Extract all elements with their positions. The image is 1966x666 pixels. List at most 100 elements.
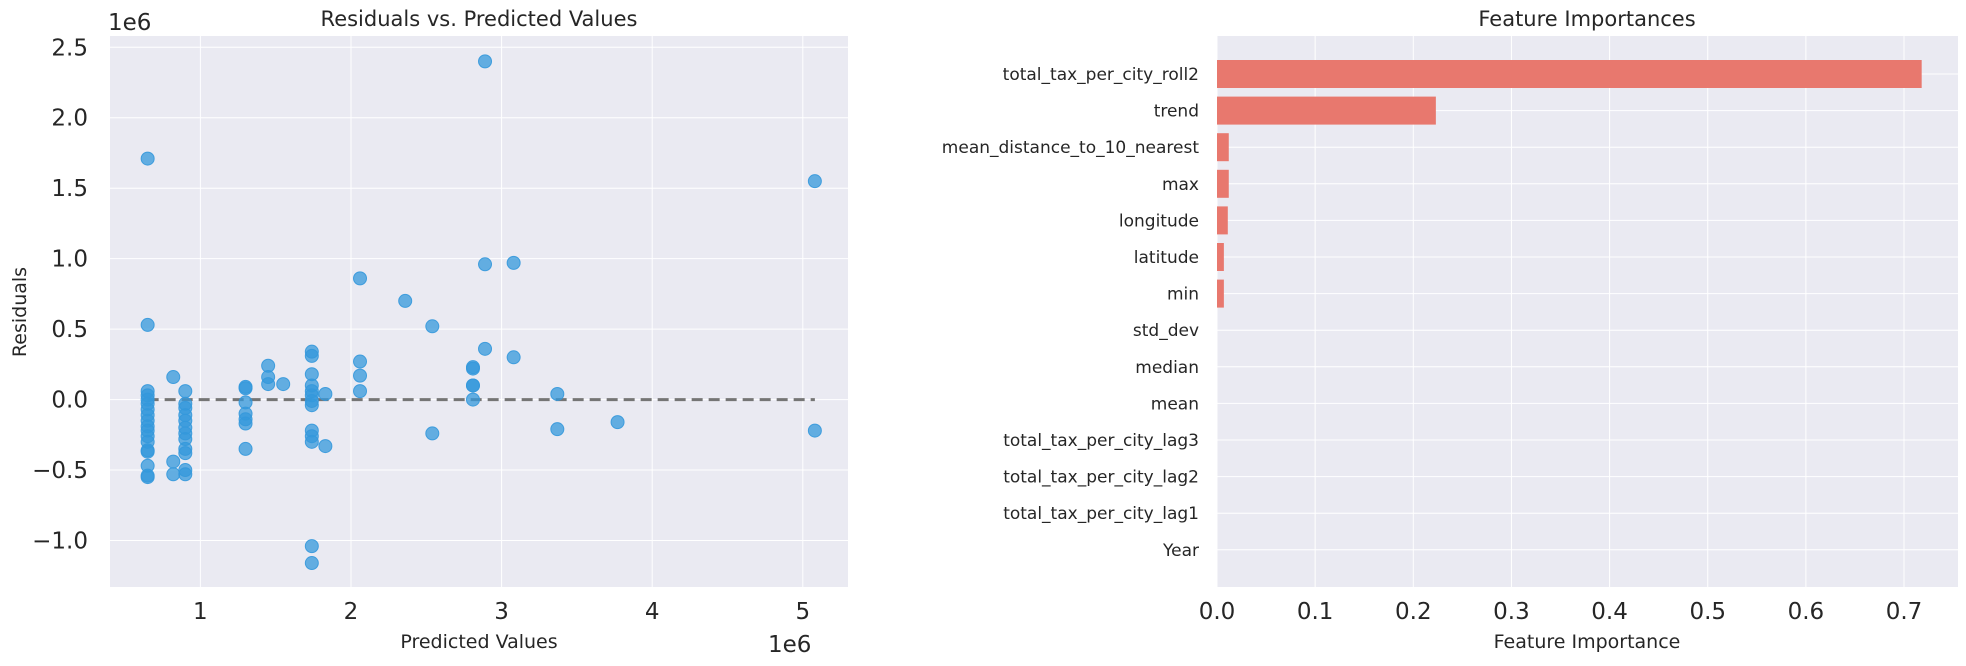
importance-bar	[1217, 169, 1229, 198]
importance-bar	[1217, 96, 1436, 125]
importance-chart: 0.0 0.1 0.2 0.3 0.4 0.5 0.6 0.7 total_tax_per_c…	[942, 7, 1958, 653]
x-tick-label: 0.0	[1199, 599, 1236, 625]
x-tick-label: 2	[344, 599, 359, 625]
x-tick-label: 0.5	[1689, 599, 1726, 625]
residual-point	[478, 341, 493, 356]
x-tick-label: 0.7	[1886, 599, 1923, 625]
x-tick-label: 0.6	[1788, 599, 1825, 625]
residuals-y-label: Residuals	[9, 267, 31, 357]
feature-label: latitude	[1134, 248, 1199, 268]
residual-point	[425, 319, 440, 334]
residual-point	[140, 468, 155, 483]
x-tick-label: 4	[645, 599, 660, 625]
residual-point	[304, 434, 319, 449]
residual-point	[807, 423, 822, 438]
residual-point	[318, 439, 333, 454]
residual-point	[238, 441, 253, 456]
residual-point	[178, 446, 193, 461]
feature-label: median	[1135, 358, 1199, 378]
residuals-x-ticks: 1 2 3 4 5	[193, 599, 810, 625]
residual-point	[318, 386, 333, 401]
residual-point	[353, 384, 368, 399]
residuals-title: Residuals vs. Predicted Values	[321, 7, 638, 31]
importance-bars	[1217, 60, 1922, 308]
residual-point	[353, 354, 368, 369]
residuals-grid	[110, 36, 848, 587]
importance-x-label: Feature Importance	[1494, 631, 1681, 653]
feature-label: mean	[1151, 394, 1199, 414]
residual-point	[465, 361, 480, 376]
residual-point	[166, 467, 181, 482]
residual-point	[807, 174, 822, 189]
residuals-y-ticks: −1.0 −0.5 0.0 0.5 1.0 1.5 2.0 2.5	[32, 35, 88, 554]
residual-point	[398, 293, 413, 308]
residual-point	[304, 398, 319, 413]
residual-point	[178, 467, 193, 482]
importance-bar	[1217, 279, 1224, 308]
feature-label: total_tax_per_city_lag2	[1003, 468, 1199, 488]
residual-point	[304, 348, 319, 363]
residual-point	[166, 454, 181, 469]
y-tick-label: −1.0	[32, 528, 88, 554]
residual-point	[353, 271, 368, 286]
residual-points	[140, 54, 822, 571]
x-tick-label: 5	[795, 599, 810, 625]
residual-point	[610, 415, 625, 430]
y-tick-label: 2.5	[51, 35, 88, 61]
residual-point	[140, 151, 155, 166]
residual-point	[238, 416, 253, 431]
x-offset-label: 1e6	[768, 632, 811, 658]
x-tick-label: 1	[193, 599, 208, 625]
residual-point	[425, 426, 440, 441]
x-tick-label: 0.2	[1395, 599, 1432, 625]
importance-title: Feature Importances	[1478, 7, 1695, 31]
y-tick-label: −0.5	[32, 458, 88, 484]
residual-point	[276, 377, 291, 392]
importance-bar	[1217, 60, 1922, 88]
feature-label: max	[1162, 175, 1199, 195]
residual-point	[304, 556, 319, 571]
residual-point	[304, 539, 319, 554]
residual-point	[478, 257, 493, 272]
residuals-x-label: Predicted Values	[400, 631, 557, 653]
importance-plot-area	[1217, 36, 1958, 587]
residual-point	[166, 370, 181, 385]
residual-point	[353, 368, 368, 383]
feature-label: std_dev	[1133, 321, 1199, 341]
residual-point	[238, 381, 253, 396]
y-tick-label: 0.0	[51, 388, 88, 414]
residual-point	[550, 386, 565, 401]
residual-point	[478, 54, 493, 69]
residual-point	[140, 317, 155, 332]
x-tick-label: 0.3	[1493, 599, 1530, 625]
feature-label: mean_distance_to_10_nearest	[942, 138, 1200, 158]
feature-label: min	[1167, 285, 1199, 305]
x-tick-label: 0.4	[1591, 599, 1628, 625]
x-tick-label: 3	[494, 599, 509, 625]
feature-label: total_tax_per_city_lag1	[1003, 504, 1199, 524]
y-offset-label: 1e6	[108, 10, 151, 36]
x-tick-label: 0.1	[1297, 599, 1334, 625]
y-tick-label: 1.5	[51, 176, 88, 202]
residual-point	[465, 378, 480, 393]
importance-bar	[1217, 133, 1229, 162]
residual-point	[506, 255, 521, 270]
residual-point	[550, 422, 565, 437]
importance-bar	[1217, 206, 1228, 235]
feature-label: total_tax_per_city_lag3	[1003, 431, 1199, 451]
y-tick-label: 0.5	[51, 317, 88, 343]
residual-point	[506, 350, 521, 365]
residual-point	[261, 377, 276, 392]
feature-label: trend	[1154, 102, 1199, 122]
y-tick-label: 2.0	[51, 106, 88, 132]
importance-bar	[1217, 243, 1224, 271]
residual-point	[465, 392, 480, 407]
importance-x-ticks: 0.0 0.1 0.2 0.3 0.4 0.5 0.6 0.7	[1199, 599, 1923, 625]
residuals-chart: 1 2 3 4 5 −1.0 −0.5 0.0 0.5 1.0 1.5 2.0 2.5 Residua…	[9, 7, 848, 658]
residual-point	[178, 384, 193, 399]
y-tick-label: 1.0	[51, 247, 88, 273]
residual-point	[140, 444, 155, 459]
feature-label: longitude	[1119, 211, 1199, 231]
residuals-plot-area	[110, 36, 848, 587]
